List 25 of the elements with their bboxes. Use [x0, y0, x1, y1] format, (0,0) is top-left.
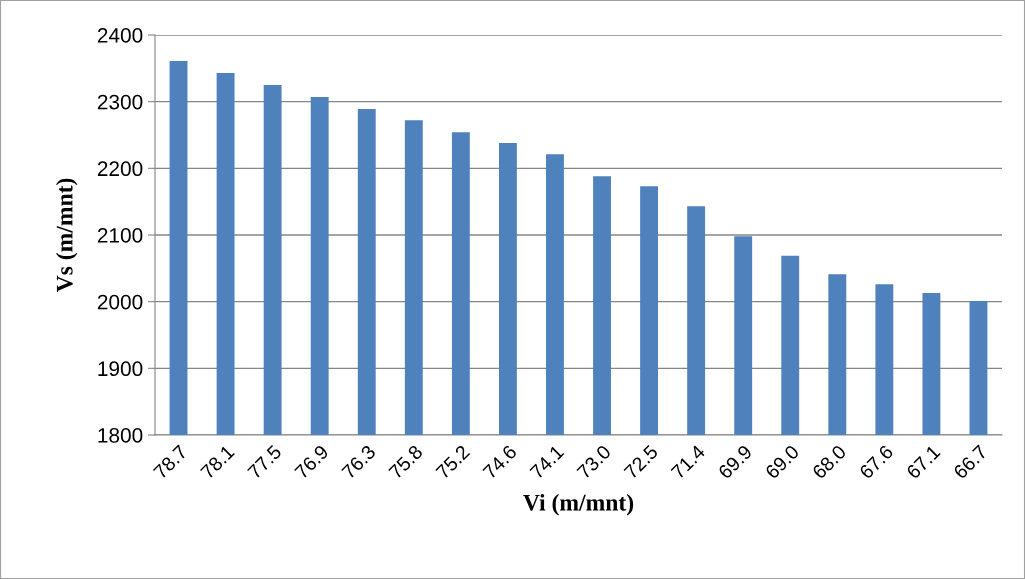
x-tick-label: 68.0	[811, 444, 847, 480]
x-tick-label: 71.4	[670, 444, 706, 480]
y-tick-label: 1800	[98, 428, 143, 443]
y-tick-label: 1900	[98, 361, 143, 377]
y-tick-label: 2400	[97, 28, 143, 43]
x-tick-label: 76.3	[341, 444, 377, 480]
x-tick-label: 73.0	[576, 444, 612, 480]
x-tick-label: 67.1	[905, 444, 941, 480]
x-tick-label: 67.6	[858, 444, 894, 480]
x-tick-label: 69.0	[764, 444, 800, 480]
y-tick-label: 2300	[97, 94, 143, 110]
y-axis-title: Vs (m/mnt)	[56, 178, 78, 293]
y-tick-label: 2200	[97, 161, 143, 177]
y-tick-label: 2100	[97, 228, 143, 243]
x-tick-label: 78.1	[199, 444, 236, 480]
x-tick-label: 75.8	[388, 444, 424, 480]
x-tick-label: 74.6	[482, 444, 518, 480]
x-tick-label: 76.9	[294, 444, 330, 480]
x-axis-title: Vi (m/mnt)	[523, 494, 634, 516]
x-tick-label: 75.2	[435, 444, 471, 480]
x-tick-label: 77.5	[247, 444, 283, 480]
y-tick-label: 2000	[97, 294, 143, 310]
x-tick-label: 72.5	[623, 444, 659, 480]
x-tick-label: 74.1	[529, 444, 565, 480]
x-tick-label: 69.9	[717, 444, 753, 480]
